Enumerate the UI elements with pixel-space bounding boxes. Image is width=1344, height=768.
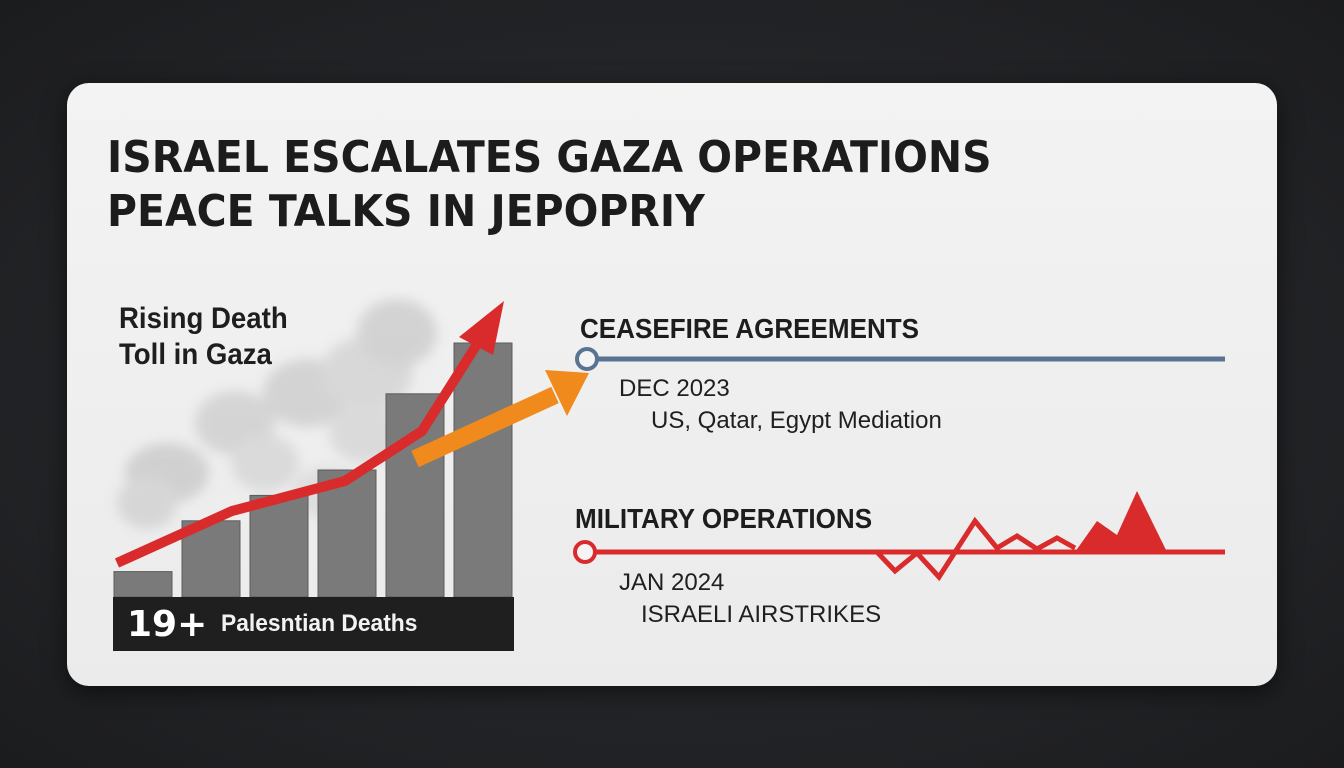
connector-arrow-head [545,370,589,416]
headline: ISRAEL ESCALATES GAZA OPERATIONS PEACE T… [107,131,992,239]
death-toll-bar [385,393,445,598]
military-spike-line [875,516,1077,582]
death-toll-trend-arrow [114,301,504,568]
ceasefire-description: US, Qatar, Egypt Mediation [651,407,942,434]
military-marker [573,540,597,564]
death-stat-label: Palesntian Deaths [221,610,418,637]
infographic-graphics [113,299,1225,598]
death-toll-trend-line [114,338,484,568]
connector-arrow [411,370,589,468]
death-toll-bars [113,342,513,598]
ceasefire-marker [575,347,599,371]
death-toll-label-line-2: Toll in Gaza [119,338,272,371]
headline-line-1: ISRAEL ESCALATES GAZA OPERATIONS [107,132,992,183]
death-toll-bar [453,342,513,598]
smoke-decoration [117,299,437,529]
headline-line-2: PEACE TALKS IN JEPOPRIY [107,186,705,237]
connector-arrow-shaft [411,386,559,468]
death-toll-label-line-1: Rising Death [119,302,288,335]
death-toll-bar [249,494,309,598]
death-toll-label: Rising Death Toll in Gaza [119,301,288,373]
death-toll-trend-arrowhead [459,301,504,355]
military-spike-peak [1075,491,1167,552]
ceasefire-timeline [575,347,1225,371]
infographic-card: ISRAEL ESCALATES GAZA OPERATIONS PEACE T… [67,83,1277,686]
death-stat-number: 19+ [127,603,208,645]
military-date: JAN 2024 [619,569,725,596]
ceasefire-title: CEASEFIRE AGREEMENTS [580,313,920,344]
ceasefire-date: DEC 2023 [619,375,730,402]
military-description: ISRAELI AIRSTRIKES [641,601,882,628]
death-toll-bar [113,571,173,598]
death-stat-bar: 19+ Palesntian Deaths [113,597,514,651]
death-toll-bar [317,469,377,598]
military-timeline [573,491,1225,582]
military-title: MILITARY OPERATIONS [575,503,873,534]
